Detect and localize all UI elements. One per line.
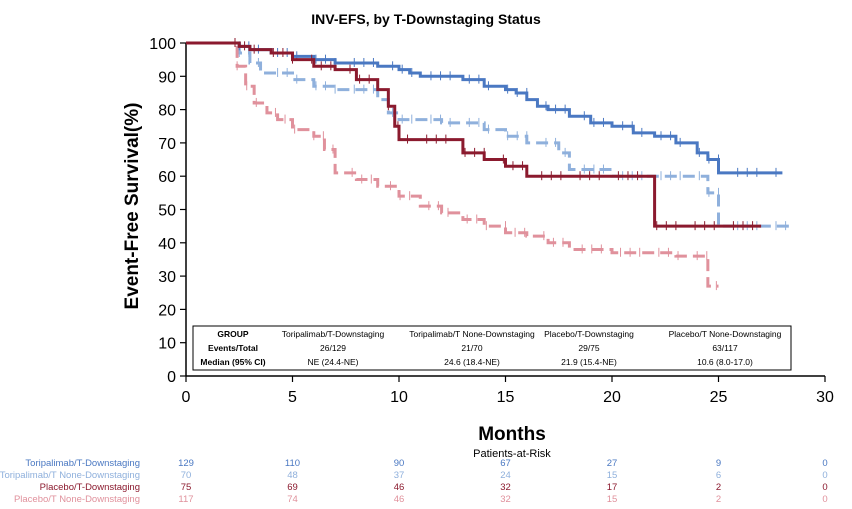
summary-cell: 63/117 [712, 343, 738, 353]
axes: 0 5 10 15 20 25 30 0 10 20 30 40 50 60 70 80 90 100 [149, 36, 834, 406]
summary-cell: 10.6 (8.0-17.0) [697, 357, 753, 367]
risk-count: 46 [394, 482, 405, 493]
y-axis-label: Event-Free Survival(%) [122, 103, 143, 310]
risk-count: 15 [607, 470, 618, 481]
x-tick-label: 25 [710, 389, 728, 406]
risk-count: 129 [178, 458, 194, 469]
x-axis-label: Months [478, 424, 546, 445]
summary-header-cell: GROUP [217, 329, 249, 339]
series-line-1 [186, 41, 794, 228]
y-tick-label: 80 [158, 103, 176, 120]
series-line-2 [186, 41, 762, 228]
summary-cell: 29/75 [578, 343, 600, 353]
risk-count: 0 [822, 470, 827, 481]
risk-group-label: Placebo/T-Downstaging [40, 482, 140, 493]
summary-cell: 24.6 (18.4-NE) [444, 357, 500, 367]
x-tick-label: 10 [390, 389, 408, 406]
x-tick-label: 0 [182, 389, 191, 406]
risk-count: 70 [181, 470, 192, 481]
risk-count: 27 [607, 458, 618, 469]
censor-marks-2 [234, 38, 754, 231]
summary-cell: 21/70 [461, 343, 483, 353]
y-tick-label: 20 [158, 302, 176, 319]
risk-count: 32 [500, 482, 511, 493]
risk-count: 75 [181, 482, 192, 493]
risk-group-label: Toripalimab/T-Downstaging [25, 458, 140, 469]
risk-count: 46 [394, 494, 405, 505]
risk-count: 69 [287, 482, 298, 493]
risk-count: 0 [822, 482, 827, 493]
summary-header-cell: Toripalimab/T-Downstaging [282, 329, 385, 339]
series-layer [186, 38, 794, 291]
summary-table: GROUP Toripalimab/T-Downstaging Toripalima… [192, 325, 792, 371]
y-tick-label: 50 [158, 203, 176, 220]
risk-count: 0 [822, 494, 827, 505]
risk-table: Toripalimab/T-Downstaging 129 110 90 67 27 9 0T… [0, 458, 828, 505]
y-tick-label: 40 [158, 236, 176, 253]
risk-count: 37 [394, 470, 405, 481]
risk-count: 32 [500, 494, 511, 505]
risk-count: 24 [500, 470, 511, 481]
series-line-3 [186, 41, 719, 288]
summary-cell: 26/129 [320, 343, 346, 353]
risk-group-label: Toripalimab/T None-Downstaging [0, 470, 140, 481]
censor-marks-0 [238, 41, 777, 177]
risk-count: 110 [285, 458, 300, 469]
x-tick-label: 30 [816, 389, 834, 406]
summary-header-cell: Placebo/T None-Downstaging [669, 329, 782, 339]
risk-count: 0 [822, 458, 827, 469]
summary-cell: Events/Total [208, 343, 258, 353]
x-tick-label: 20 [603, 389, 621, 406]
risk-count: 6 [716, 470, 721, 481]
y-tick-label: 90 [158, 69, 176, 86]
risk-count: 67 [500, 458, 511, 469]
risk-count: 2 [716, 494, 721, 505]
x-tick-label: 15 [497, 389, 515, 406]
summary-cell: NE (24.4-NE) [307, 357, 358, 367]
risk-count: 117 [178, 494, 193, 505]
y-tick-label: 60 [158, 169, 176, 186]
chart-title: INV-EFS, by T-Downstaging Status [311, 11, 541, 27]
risk-count: 48 [287, 470, 298, 481]
y-tick-label: 10 [158, 336, 176, 353]
y-tick-label: 100 [149, 36, 176, 53]
summary-header-cell: Toripalimab/T None-Downstaging [409, 329, 535, 339]
risk-count: 2 [716, 482, 721, 493]
risk-count: 90 [394, 458, 405, 469]
risk-table-title: Patients-at-Risk [473, 448, 551, 460]
y-tick-label: 70 [158, 136, 176, 153]
y-tick-label: 30 [158, 269, 176, 286]
censor-marks-1 [238, 47, 787, 231]
risk-group-label: Placebo/T None-Downstaging [14, 494, 140, 505]
y-tick-label: 0 [167, 369, 176, 386]
censor-marks-3 [236, 61, 717, 291]
summary-header-cell: Placebo/T-Downstaging [544, 329, 634, 339]
risk-count: 74 [287, 494, 298, 505]
summary-cell: 21.9 (15.4-NE) [561, 357, 617, 367]
summary-table-box [192, 325, 792, 371]
x-tick-label: 5 [288, 389, 297, 406]
risk-count: 17 [607, 482, 618, 493]
summary-cell: Median (95% CI) [200, 357, 265, 367]
risk-count: 15 [607, 494, 618, 505]
risk-count: 9 [716, 458, 721, 469]
